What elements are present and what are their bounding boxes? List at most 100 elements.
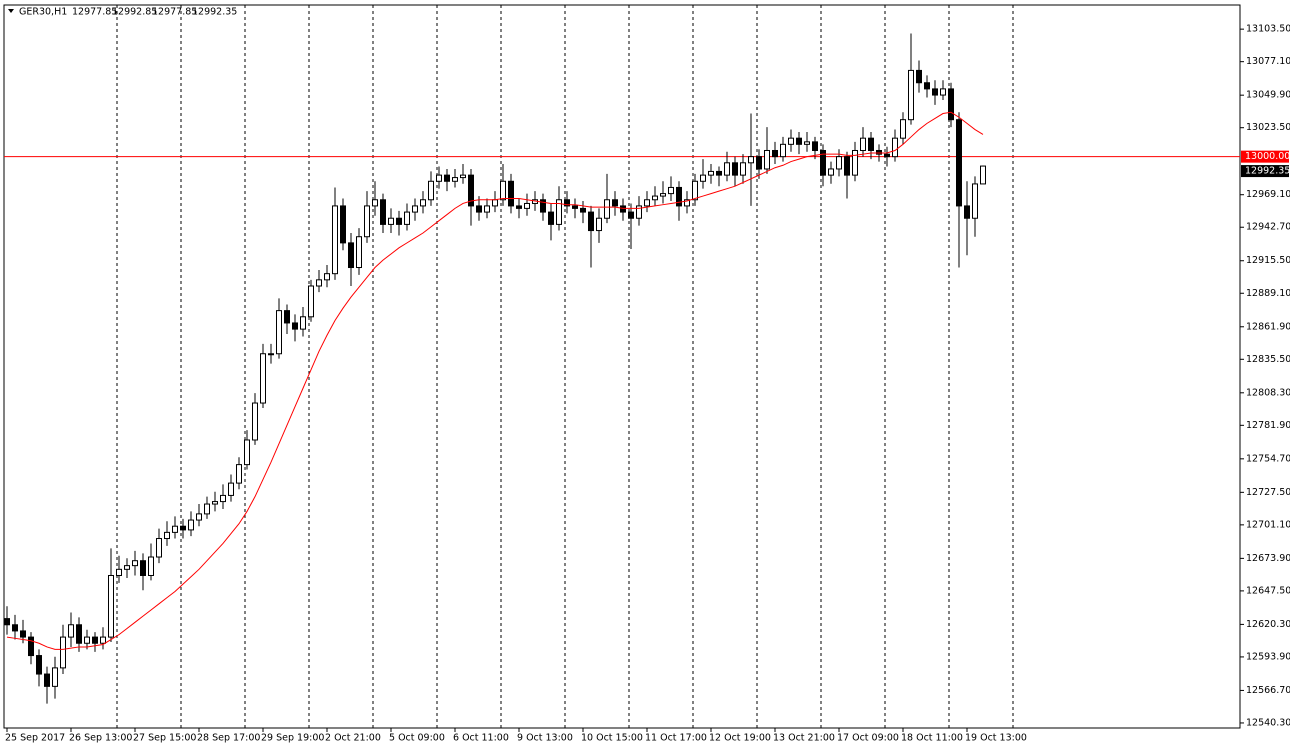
- candle-body: [516, 205, 522, 209]
- candle-body: [20, 630, 26, 638]
- candle-body: [580, 207, 586, 213]
- candle-body: [564, 199, 570, 207]
- candle-body: [964, 205, 970, 219]
- candle-body: [332, 205, 338, 275]
- candle-body: [28, 636, 34, 657]
- candle-body: [508, 180, 514, 207]
- candle-body: [892, 137, 898, 158]
- candle-body: [940, 88, 946, 96]
- candle-body: [228, 482, 234, 496]
- candle-body: [292, 322, 298, 330]
- candle-body: [116, 568, 122, 576]
- y-tick-label: 12969.10: [1246, 189, 1290, 200]
- candle-body: [460, 174, 466, 179]
- candle-body: [196, 513, 202, 521]
- candle-body: [36, 655, 42, 675]
- candle-body: [300, 316, 306, 330]
- y-tick-label: 12673.90: [1246, 553, 1290, 564]
- x-tick-label: 29 Sep 19:00: [261, 733, 324, 744]
- x-tick-label: 5 Oct 09:00: [389, 733, 445, 744]
- axis-layer: 13103.50 13077.10 13049.90 13023.50 12969.10…: [5, 24, 1290, 744]
- candle-body: [644, 199, 650, 207]
- x-tick-label: 10 Oct 15:00: [581, 733, 643, 744]
- price-label-box: [1241, 165, 1289, 178]
- y-tick-label: 13103.50: [1246, 24, 1290, 35]
- candle-body: [924, 82, 930, 90]
- candle-body: [548, 211, 554, 225]
- candle-body: [156, 538, 162, 558]
- candle-body: [524, 202, 530, 209]
- candle-body: [76, 624, 82, 644]
- candle-body: [916, 69, 922, 84]
- y-tick-label: 12835.50: [1246, 354, 1290, 365]
- y-tick-label: 12540.30: [1246, 717, 1290, 728]
- grid-layer: [116, 5, 1014, 728]
- candle-body: [980, 165, 986, 185]
- menu-arrow[interactable]: [8, 9, 14, 13]
- candle-body: [636, 205, 642, 219]
- x-tick-label: 11 Oct 17:00: [645, 733, 707, 744]
- candle-body: [740, 162, 746, 176]
- candle-body: [468, 174, 474, 207]
- candle-body: [244, 439, 250, 466]
- low-label: 12977.85: [152, 7, 197, 18]
- x-tick-label: 25 Sep 2017: [5, 733, 65, 744]
- candle-body: [108, 574, 114, 638]
- candle-body: [588, 211, 594, 232]
- candle-body: [868, 137, 874, 151]
- candle-body: [668, 186, 674, 195]
- candle-body: [412, 205, 418, 213]
- candle-body: [620, 205, 626, 213]
- y-tick-label: 12701.10: [1246, 519, 1290, 530]
- candle-body: [572, 205, 578, 209]
- candle-body: [404, 211, 410, 225]
- candle-body: [92, 636, 98, 644]
- plot-frame: [3, 4, 1241, 729]
- candle-body: [876, 149, 882, 155]
- candle-body: [84, 636, 90, 644]
- candle-body: [652, 195, 658, 201]
- candle-body: [780, 143, 786, 158]
- candle-body: [236, 464, 242, 484]
- price-label: 12992.35: [1245, 166, 1290, 177]
- candle-body: [684, 199, 690, 207]
- candle-body: [308, 285, 314, 318]
- candle-body: [756, 156, 762, 170]
- candle-body: [452, 177, 458, 182]
- x-tick-label: 26 Sep 13:00: [69, 733, 132, 744]
- candle-body: [260, 353, 266, 404]
- candle-body: [908, 69, 914, 121]
- candle-body: [212, 501, 218, 505]
- x-tick-label: 17 Oct 09:00: [837, 733, 899, 744]
- y-tick-label: 12861.90: [1246, 321, 1290, 332]
- candle-body: [132, 560, 138, 567]
- candle-body: [540, 199, 546, 213]
- candle-body: [804, 141, 810, 145]
- candle-body: [796, 137, 802, 145]
- candle-body: [500, 180, 506, 201]
- candle-body: [180, 525, 186, 531]
- x-tick-label: 9 Oct 13:00: [517, 733, 573, 744]
- level-label-box: [1241, 150, 1289, 163]
- y-tick-label: 13077.10: [1246, 56, 1290, 67]
- candle-body: [4, 618, 10, 626]
- candle-body: [140, 560, 146, 576]
- x-tick-label: 18 Oct 11:00: [901, 733, 963, 744]
- candle-body: [772, 149, 778, 158]
- y-tick-label: 12727.50: [1246, 487, 1290, 498]
- candle-body: [52, 667, 58, 687]
- candle-body: [12, 624, 18, 632]
- candle-body: [724, 162, 730, 176]
- y-tick-label: 12566.70: [1246, 685, 1290, 696]
- candle-body: [852, 149, 858, 176]
- x-tick-label: 2 Oct 21:00: [325, 733, 381, 744]
- y-tick-label: 12889.10: [1246, 288, 1290, 299]
- marks-layer: [4, 33, 1240, 704]
- candle-body: [268, 353, 274, 356]
- candle-body: [436, 174, 442, 182]
- candle-body: [396, 217, 402, 225]
- open-label: 12977.85: [72, 7, 117, 18]
- x-tick-label: 27 Sep 15:00: [133, 733, 196, 744]
- candle-body: [380, 199, 386, 225]
